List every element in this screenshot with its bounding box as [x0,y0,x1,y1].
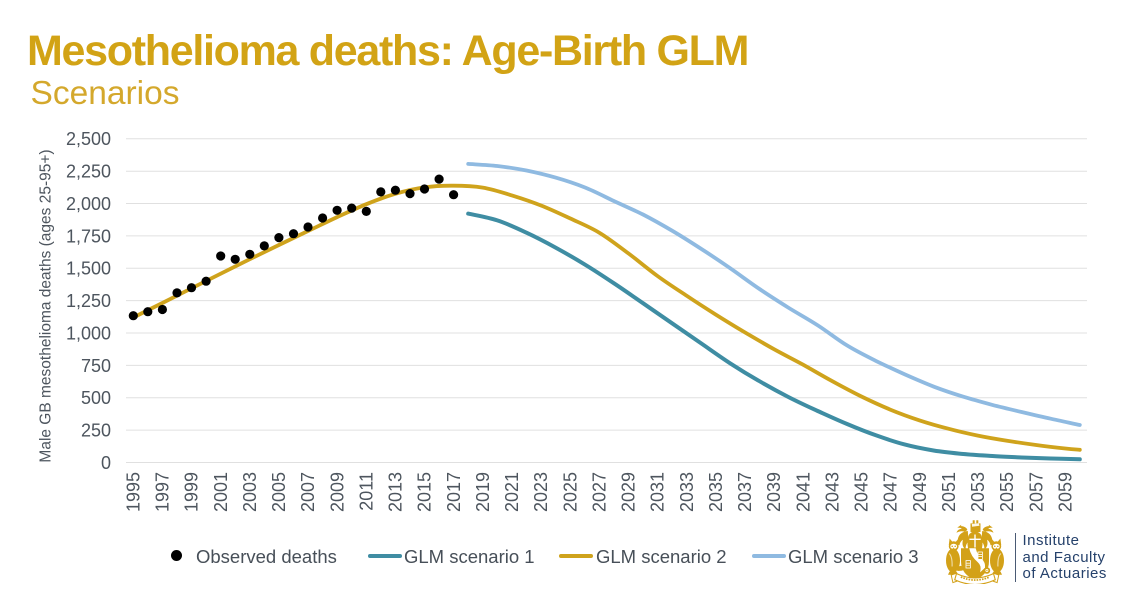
svg-text:2059: 2059 [1056,472,1076,512]
svg-text:1,250: 1,250 [66,291,111,311]
svg-text:2049: 2049 [910,472,930,512]
svg-text:2029: 2029 [619,472,639,512]
svg-text:2,000: 2,000 [66,194,111,214]
svg-text:0: 0 [101,453,111,473]
svg-text:2055: 2055 [997,472,1017,512]
svg-text:2025: 2025 [560,472,580,512]
svg-text:2,250: 2,250 [66,162,111,182]
svg-text:1,750: 1,750 [66,226,111,246]
svg-text:2027: 2027 [590,472,610,512]
svg-text:2021: 2021 [502,472,522,512]
svg-text:750: 750 [81,356,111,376]
svg-text:2011: 2011 [357,472,377,511]
svg-text:2001: 2001 [211,472,231,512]
svg-text:Male GB mesothelioma deaths (a: Male GB mesothelioma deaths (ages 25-95+… [38,149,55,462]
svg-text:2035: 2035 [706,472,726,512]
svg-text:2043: 2043 [823,472,843,512]
svg-text:2051: 2051 [939,472,959,512]
svg-text:2039: 2039 [764,472,784,512]
svg-text:2009: 2009 [327,472,347,512]
svg-text:2057: 2057 [1026,472,1046,512]
svg-text:2033: 2033 [677,472,697,512]
svg-text:2019: 2019 [473,472,493,512]
svg-text:2013: 2013 [386,472,406,512]
svg-text:2,500: 2,500 [66,129,111,149]
svg-text:2047: 2047 [881,472,901,512]
svg-text:2017: 2017 [444,472,464,512]
svg-text:1995: 1995 [124,472,144,512]
svg-text:2053: 2053 [968,472,988,512]
svg-text:1,000: 1,000 [66,323,111,343]
svg-text:250: 250 [81,421,111,441]
svg-text:2041: 2041 [793,472,813,512]
svg-text:2015: 2015 [415,472,435,512]
svg-text:1997: 1997 [153,472,173,512]
svg-text:1,500: 1,500 [66,259,111,279]
svg-text:2045: 2045 [852,472,872,512]
svg-text:2005: 2005 [269,472,289,512]
svg-text:2007: 2007 [298,472,318,512]
svg-text:2037: 2037 [735,472,755,512]
svg-text:500: 500 [81,388,111,408]
svg-text:2031: 2031 [648,472,668,512]
svg-text:2023: 2023 [531,472,551,512]
svg-text:1999: 1999 [182,472,202,512]
svg-text:2003: 2003 [240,472,260,512]
